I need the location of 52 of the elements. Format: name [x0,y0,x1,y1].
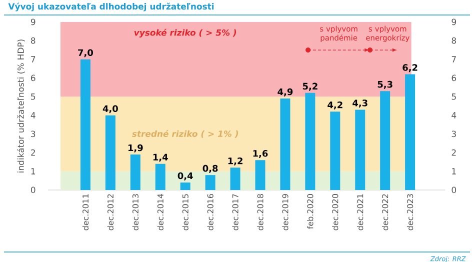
y-tick-label: 4 [30,112,36,118]
y-tick-label: 1 [31,168,36,174]
bar [355,110,366,190]
y-axis-title: indikátor udržateľnosti (% HDP) [17,40,25,172]
bar [380,91,390,190]
chart-title: Vývoj ukazovateľa dlhodobej udržateľnosti [8,2,214,12]
y2-tick-label: 4 [452,112,456,118]
data-label: 4,2 [328,101,342,110]
data-label: 4,9 [278,88,293,96]
data-label: 0,8 [202,164,218,173]
data-label: 5,3 [378,80,392,89]
y-tick-label: 7 [31,56,36,62]
bar [130,154,140,190]
y2-tick-label: 7 [452,56,456,62]
data-label: 1,6 [253,150,268,158]
data-label: 1,4 [153,154,168,162]
y-tick-label: 6 [31,74,36,82]
y-tick-label: 0 [30,186,36,194]
data-label: 6,2 [402,64,418,72]
bar [80,59,90,190]
data-label: 1,9 [128,144,143,152]
data-label: 4,0 [102,105,118,114]
y-tick-label: 8 [30,37,36,44]
y-tick-label: 5 [31,93,36,100]
data-label: 7,0 [78,49,93,58]
y2-tick-label: 5 [452,93,456,100]
bar [305,92,316,190]
band-label: vysoké riziko ( > 5% ) [134,28,236,38]
y2-tick-label: 3 [452,130,456,138]
y2-tick-label: 2 [452,149,456,156]
y-tick-label: 3 [31,130,36,138]
y2-tick-label: 6 [452,74,456,82]
y-tick-label: 9 [30,18,36,26]
y2-tick-label: 8 [452,37,456,44]
data-label: 0,4 [178,172,193,180]
data-label: 1,2 [228,157,242,166]
data-label: 5,2 [302,82,318,91]
y2-tick-label: 9 [452,18,456,26]
bar [105,115,116,190]
y2-tick-label: 0 [452,186,456,194]
bar [405,74,416,190]
bar [280,98,290,190]
data-label: 4,3 [352,100,368,108]
bar [330,112,340,190]
bar [230,168,240,190]
bar [180,182,190,190]
y2-tick-label: 1 [452,168,456,174]
y-tick-label: 2 [31,149,35,156]
bar [155,164,166,190]
band-label: stredné riziko ( > 1% ) [132,130,238,138]
bar [255,160,266,190]
bar [205,175,216,190]
